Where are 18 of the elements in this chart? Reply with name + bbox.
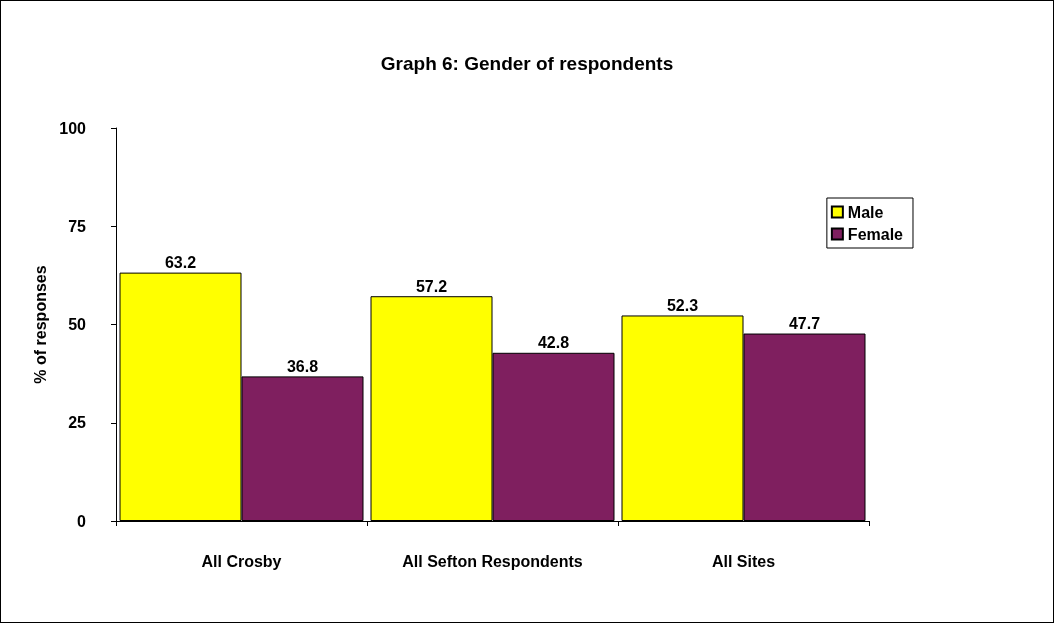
data-label: 36.8 — [286, 357, 319, 375]
y-tick-label: 0 — [77, 512, 87, 530]
y-tick-label: 50 — [68, 316, 87, 333]
x-tick-label: All Crosby — [201, 552, 282, 570]
data-label: 52.3 — [666, 296, 699, 314]
y-tick-label: 100 — [59, 119, 87, 137]
y-tick-label: 75 — [68, 217, 87, 235]
x-tick-label: All Sites — [711, 552, 776, 570]
legend-label: Male — [847, 203, 884, 221]
y-tick-label: 25 — [68, 414, 87, 432]
y-axis-title: % of responses — [31, 265, 49, 384]
data-label: 47.7 — [788, 315, 821, 333]
chart-title: Graph 6: Gender of respondents — [380, 53, 674, 74]
data-label: 42.8 — [537, 334, 570, 352]
data-label: 63.2 — [164, 254, 197, 272]
data-label: 57.2 — [415, 277, 448, 295]
legend-label: Female — [847, 225, 904, 243]
x-tick-label: All Sefton Respondents — [402, 552, 583, 570]
